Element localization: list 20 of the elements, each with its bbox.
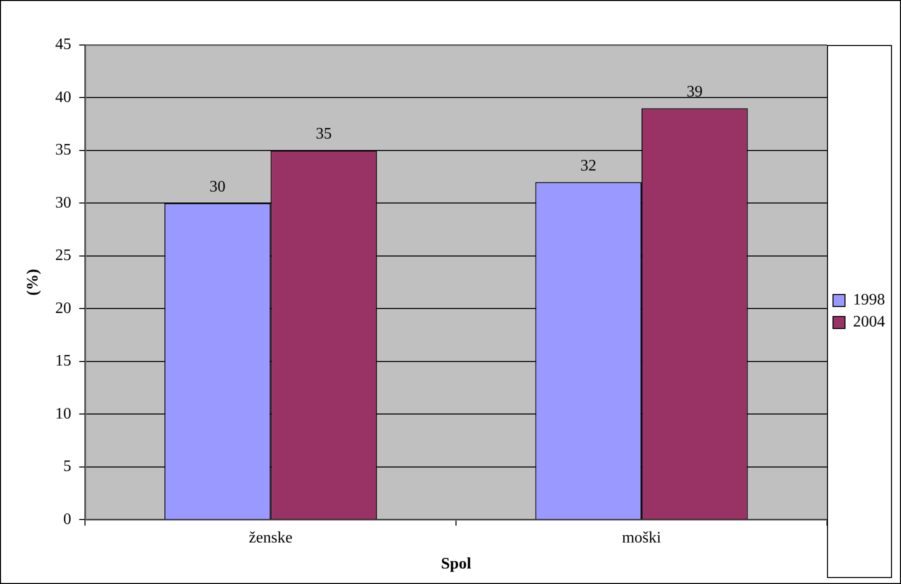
y-tick-label: 25 [55, 247, 72, 264]
data-label: 30 [210, 178, 226, 196]
data-label: 35 [316, 126, 332, 143]
data-label: 32 [580, 157, 596, 174]
legend-label: 2004 [853, 314, 885, 331]
x-axis-title: Spol [440, 556, 472, 573]
data-label: 39 [686, 83, 703, 100]
y-tick-label: 30 [55, 194, 72, 212]
y-tick-label: 45 [55, 36, 72, 54]
y-tick-label: 15 [55, 352, 72, 370]
y-tick-label: 0 [63, 510, 72, 528]
y-tick-label: 5 [63, 458, 72, 476]
legend-label: 1998 [853, 292, 885, 309]
x-tick-label: ženske [248, 529, 292, 546]
y-tick-label: 40 [55, 88, 72, 106]
y-tick-label: 35 [55, 142, 72, 159]
y-tick-label: 20 [55, 300, 72, 317]
y-tick-label: 10 [55, 405, 72, 422]
y-axis-title: (%) [24, 268, 42, 296]
x-tick-label: moški [622, 529, 662, 546]
